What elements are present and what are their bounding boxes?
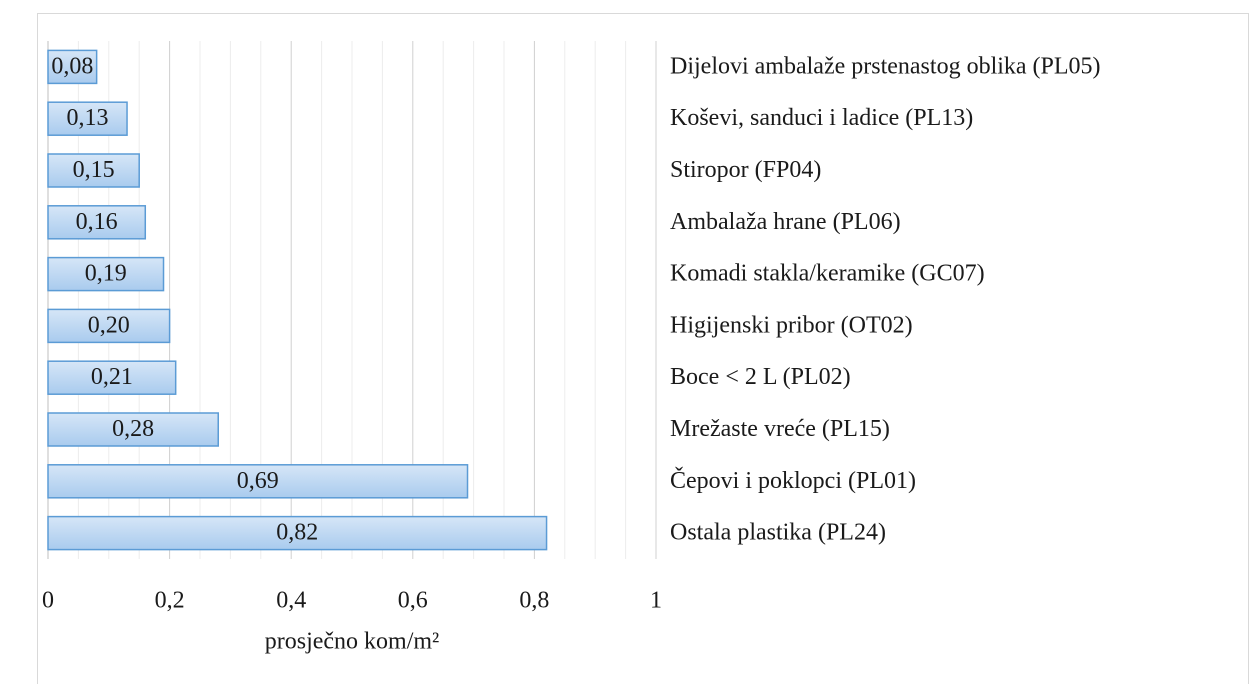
x-tick-label: 0,2	[155, 588, 185, 614]
bar	[47, 49, 98, 85]
x-tick-label: 0	[42, 588, 54, 614]
value-label: 0,21	[91, 364, 133, 390]
value-label: 0,19	[85, 261, 127, 287]
x-axis-label: prosječno kom/m²	[265, 629, 440, 655]
category-label: Higijenski pribor (OT02)	[670, 312, 913, 338]
category-label: Komadi stakla/keramike (GC07)	[670, 261, 985, 287]
bar	[47, 464, 469, 499]
value-label: 0,20	[88, 312, 130, 338]
bar	[47, 308, 171, 344]
value-label: 0,28	[112, 416, 154, 442]
category-label: Dijelovi ambalaže prstenastog oblika (PL…	[670, 53, 1101, 79]
bar	[47, 153, 140, 188]
x-tick-label: 0,8	[519, 588, 549, 614]
x-tick-label: 1	[650, 588, 662, 614]
bar	[47, 515, 548, 551]
value-label: 0,13	[67, 105, 109, 131]
value-label: 0,82	[276, 520, 318, 546]
bar	[47, 256, 165, 292]
category-label: Boce < 2 L (PL02)	[670, 364, 851, 390]
category-label: Stiropor (FP04)	[670, 157, 821, 183]
value-label: 0,69	[237, 468, 279, 494]
category-label: Ostala plastika (PL24)	[670, 520, 886, 546]
value-label: 0,08	[51, 53, 93, 79]
x-tick-label: 0,6	[398, 588, 428, 614]
category-label: Ambalaža hrane (PL06)	[670, 209, 901, 235]
category-label: Koševi, sanduci i ladice (PL13)	[670, 105, 973, 131]
bar	[47, 205, 147, 240]
bar	[47, 360, 177, 395]
category-label: Mrežaste vreće (PL15)	[670, 416, 890, 442]
category-label: Čepovi i poklopci (PL01)	[670, 467, 916, 494]
x-tick-label: 0,4	[276, 588, 306, 614]
bar	[47, 412, 219, 447]
value-label: 0,15	[73, 157, 115, 183]
value-label: 0,16	[76, 209, 118, 235]
bar	[47, 101, 128, 136]
chart-border	[37, 13, 1249, 684]
